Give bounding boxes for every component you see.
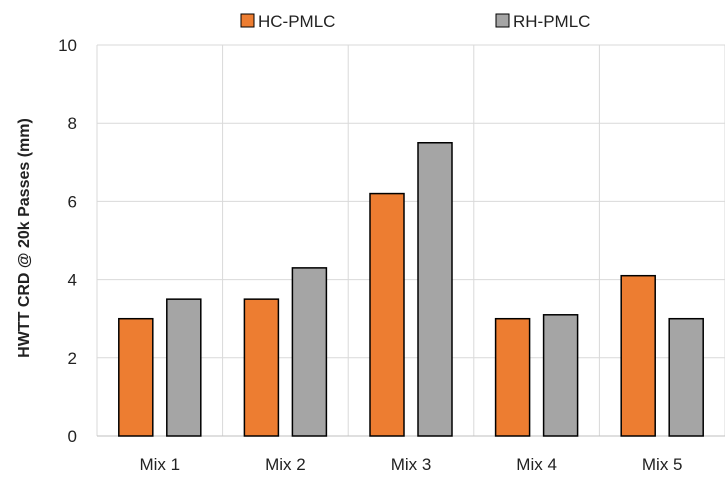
bar-hc-pmlc (369, 192, 405, 437)
bar-hc-pmlc (494, 317, 531, 437)
bar-rh-pmlc (291, 267, 328, 437)
x-tick-label: Mix 1 (139, 455, 180, 474)
x-tick-label: Mix 2 (265, 455, 306, 474)
bar-rh-pmlc (166, 298, 202, 437)
bar-hc-pmlc (620, 274, 656, 437)
bars (118, 142, 704, 437)
bar-rh-pmlc (668, 317, 704, 437)
legend-label-hc-pmlc: HC-PMLC (258, 12, 335, 31)
y-tick-label: 6 (68, 192, 77, 211)
legend-swatch-rh-pmlc (495, 13, 510, 28)
y-tick-label: 0 (68, 427, 77, 446)
legend: HC-PMLC RH-PMLC (240, 12, 590, 31)
gridlines (96, 44, 725, 437)
y-tick-label: 8 (68, 114, 77, 133)
legend-swatch-hc-pmlc (240, 13, 255, 28)
x-tick-label: Mix 3 (391, 455, 432, 474)
x-tick-labels: Mix 1 Mix 2 Mix 3 Mix 4 Mix 5 (139, 455, 682, 474)
bar-rh-pmlc (417, 142, 453, 437)
legend-label-rh-pmlc: RH-PMLC (513, 12, 590, 31)
y-tick-labels: 0 2 4 6 8 10 (58, 36, 77, 446)
y-axis-title: HWTT CRD @ 20k Passes (mm) (16, 118, 33, 358)
y-tick-label: 4 (68, 271, 77, 290)
y-tick-label: 10 (58, 36, 77, 55)
y-tick-label: 2 (68, 349, 77, 368)
x-tick-label: Mix 4 (516, 455, 557, 474)
bar-hc-pmlc (118, 317, 154, 437)
bar-rh-pmlc (542, 314, 579, 437)
bar-hc-pmlc (243, 298, 280, 437)
x-tick-label: Mix 5 (642, 455, 683, 474)
